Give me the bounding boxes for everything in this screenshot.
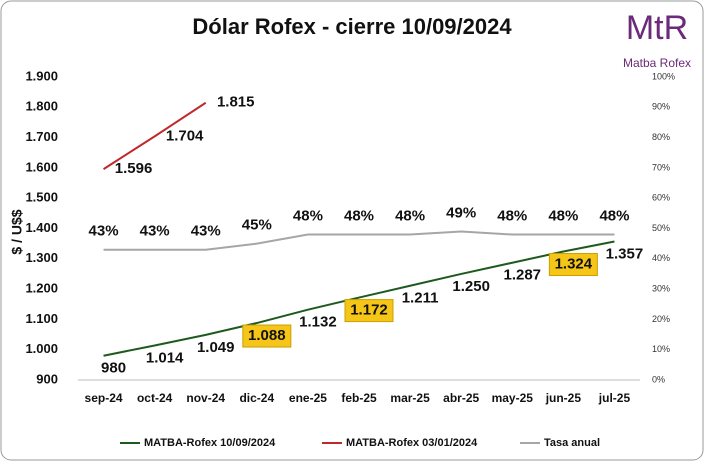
y2-tick-label: 60% [652,193,670,203]
x-tick-label: jul-25 [598,391,631,405]
data-label: 1.172 [350,302,388,319]
y2-tick-label: 40% [652,253,670,263]
legend-label: MATBA-Rofex 10/09/2024 [144,437,276,449]
y2-tick-label: 30% [652,283,670,293]
data-label: 48% [497,208,527,225]
x-tick-label: abr-25 [443,391,479,405]
chart-title: Dólar Rofex - cierre 10/09/2024 [192,14,512,39]
y-tick-label: 900 [36,371,58,386]
series-line [103,101,207,170]
x-tick-label: may-25 [492,391,534,405]
data-label: 1.287 [503,267,541,284]
data-label: 1.132 [299,314,337,331]
data-label: 43% [89,223,119,240]
data-label: 48% [344,208,374,225]
data-label: 48% [293,208,323,225]
y-tick-label: 1.900 [25,68,58,83]
data-label: 1.324 [555,255,593,272]
y2-tick-label: 10% [652,344,670,354]
x-tick-label: jun-25 [545,391,582,405]
x-tick-label: feb-25 [341,391,377,405]
x-tick-label: dic-24 [239,391,274,405]
y-tick-label: 1.800 [25,99,58,114]
x-tick-label: sep-24 [85,391,123,405]
data-label: 1.357 [606,245,644,262]
logo-name: Matba Rofex [623,56,691,70]
y-tick-label: 1.100 [25,311,58,326]
data-label: 48% [548,208,578,225]
y2-tick-label: 80% [652,132,670,142]
x-tick-label: mar-25 [390,391,430,405]
y-tick-label: 1.200 [25,281,58,296]
data-label: 45% [242,217,272,234]
data-label: 1.211 [402,290,439,307]
data-label: 1.596 [115,160,153,177]
y2-tick-label: 50% [652,223,670,233]
data-label: 1.815 [217,94,255,111]
x-tick-label: oct-24 [137,391,173,405]
data-label: 980 [101,360,126,377]
y2-tick-label: 70% [652,162,670,172]
y2-tick-label: 0% [652,374,665,384]
data-label: 1.049 [197,339,235,356]
y-tick-label: 1.600 [25,159,58,174]
x-tick-label: ene-25 [289,391,327,405]
y-tick-label: 1.300 [25,250,58,265]
y-tick-label: 1.700 [25,129,58,144]
y2-tick-label: 90% [652,102,670,112]
label-highlight [548,253,598,277]
series-line [103,240,615,357]
data-label: 48% [395,208,425,225]
data-label: 1.088 [248,327,286,344]
logo-mark: MtR [626,9,688,47]
data-label: 1.250 [452,278,490,295]
y2-tick-label: 100% [652,71,675,81]
y-tick-label: 1.000 [25,341,58,356]
label-highlight [242,324,292,348]
label-highlight [344,299,394,323]
data-label: 48% [599,208,629,225]
x-tick-label: nov-24 [186,391,225,405]
data-label: 43% [191,223,221,240]
data-label: 1.704 [166,127,204,144]
y-tick-label: 1.400 [25,220,58,235]
y2-tick-label: 20% [652,314,670,324]
legend-label: Tasa anual [544,437,600,449]
y-axis-label: $ / U$$ [9,209,25,254]
data-label: 49% [446,204,476,221]
data-label: 43% [140,223,170,240]
series-line [103,230,615,251]
y-tick-label: 1.500 [25,190,58,205]
data-label: 1.014 [146,349,184,366]
legend-label: MATBA-Rofex 03/01/2024 [346,437,478,449]
